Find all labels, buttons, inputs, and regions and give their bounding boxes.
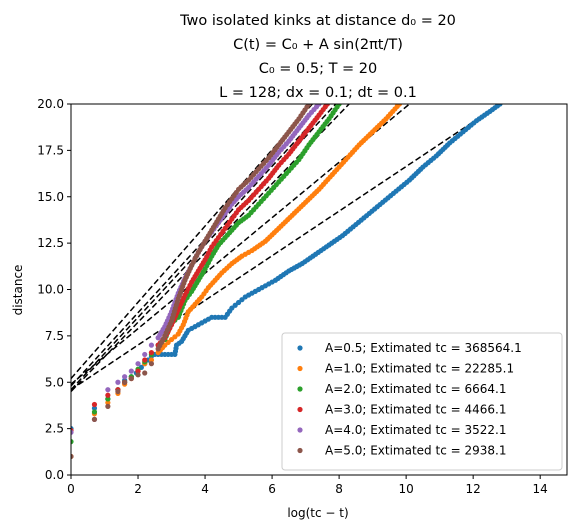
x-tick-label: 2 <box>134 482 142 496</box>
data-point <box>91 405 98 411</box>
x-tick-label: 8 <box>335 482 343 496</box>
data-point <box>128 368 134 374</box>
x-axis-label: log(tᴄ − t) <box>287 506 348 520</box>
y-tick-label: 5.0 <box>45 375 64 389</box>
title-line-4: L = 128; dx = 0.1; dt = 0.1 <box>219 85 417 101</box>
data-point <box>316 104 322 107</box>
x-tick-label: 10 <box>398 482 413 496</box>
x-axis-ticks: 0 2 4 6 8 10 12 14 <box>67 475 548 496</box>
fit-line-2 <box>71 104 410 385</box>
y-axis-ticks: 0.0 2.5 5.0 7.5 10.0 12.5 15.0 17.5 20.0 <box>37 97 71 482</box>
x-tick-label: 6 <box>268 482 276 496</box>
x-tick-label: 12 <box>466 482 481 496</box>
legend-label-1: A=0.5; Extimated tc = 368564.1 <box>325 341 522 355</box>
data-point <box>148 361 155 367</box>
data-point <box>148 349 155 356</box>
legend-label-5: A=4.0; Extimated tc = 3522.1 <box>325 423 506 437</box>
series-6 <box>71 104 312 460</box>
fit-line-6 <box>71 104 313 380</box>
data-point <box>135 361 141 367</box>
data-point <box>122 379 128 385</box>
title-line-3: C₀ = 0.5; T = 20 <box>259 61 378 77</box>
legend-label-6: A=5.0; Extimated tc = 2938.1 <box>325 444 506 458</box>
data-point <box>142 370 148 376</box>
legend-marker-2 <box>297 365 303 372</box>
data-point <box>105 392 111 398</box>
data-point <box>135 372 141 378</box>
data-point <box>115 379 121 385</box>
data-point <box>91 409 98 415</box>
data-points <box>71 104 503 460</box>
data-point <box>71 439 74 445</box>
data-point <box>91 401 98 408</box>
chart-title: Two isolated kinks at distance d₀ = 20 C… <box>179 13 456 101</box>
data-point <box>105 387 111 393</box>
y-tick-label: 2.5 <box>45 422 64 436</box>
data-point <box>122 374 128 380</box>
data-point <box>142 357 148 363</box>
data-point <box>115 388 121 395</box>
data-point <box>306 104 312 107</box>
y-axis-label: distance <box>11 265 25 316</box>
data-point <box>396 104 403 107</box>
y-tick-label: 15.0 <box>37 190 64 204</box>
data-point <box>71 429 74 435</box>
title-line-2: C(t) = C₀ + A sin(2πt/T) <box>233 37 403 53</box>
data-point <box>336 104 342 107</box>
legend-marker-5 <box>297 427 303 433</box>
title-line-1: Two isolated kinks at distance d₀ = 20 <box>179 13 456 29</box>
y-tick-label: 17.5 <box>37 143 64 157</box>
x-tick-label: 4 <box>201 482 209 496</box>
data-point <box>71 453 74 460</box>
data-point <box>105 403 111 409</box>
data-point <box>148 342 155 348</box>
legend-label-2: A=1.0; Extimated tc = 22285.1 <box>325 362 514 376</box>
data-point <box>148 357 155 363</box>
data-point <box>135 368 141 374</box>
legend-marker-1 <box>297 345 303 351</box>
legend-marker-4 <box>297 406 303 413</box>
series-4 <box>71 104 330 434</box>
y-tick-label: 12.5 <box>37 236 64 250</box>
data-point <box>105 396 111 402</box>
x-tick-label: 14 <box>533 482 548 496</box>
y-tick-label: 10.0 <box>37 283 64 297</box>
data-point <box>142 351 148 358</box>
legend-marker-3 <box>297 386 303 392</box>
y-tick-label: 0.0 <box>45 468 64 482</box>
fit-line-1 <box>71 104 501 391</box>
data-point <box>324 104 330 107</box>
legend-frame <box>281 332 563 471</box>
data-point <box>128 375 134 382</box>
data-point <box>497 104 503 107</box>
y-tick-label: 7.5 <box>45 329 64 343</box>
data-point <box>91 416 98 422</box>
x-tick-label: 0 <box>67 482 75 496</box>
y-tick-label: 20.0 <box>37 97 64 111</box>
legend-label-4: A=3.0; Extimated tc = 4466.1 <box>325 403 506 417</box>
legend: A=0.5; Extimated tc = 368564.1 A=1.0; Ext… <box>281 332 563 471</box>
legend-marker-6 <box>297 447 303 454</box>
data-point <box>105 400 111 406</box>
legend-label-3: A=2.0; Extimated tc = 6664.1 <box>325 382 506 396</box>
